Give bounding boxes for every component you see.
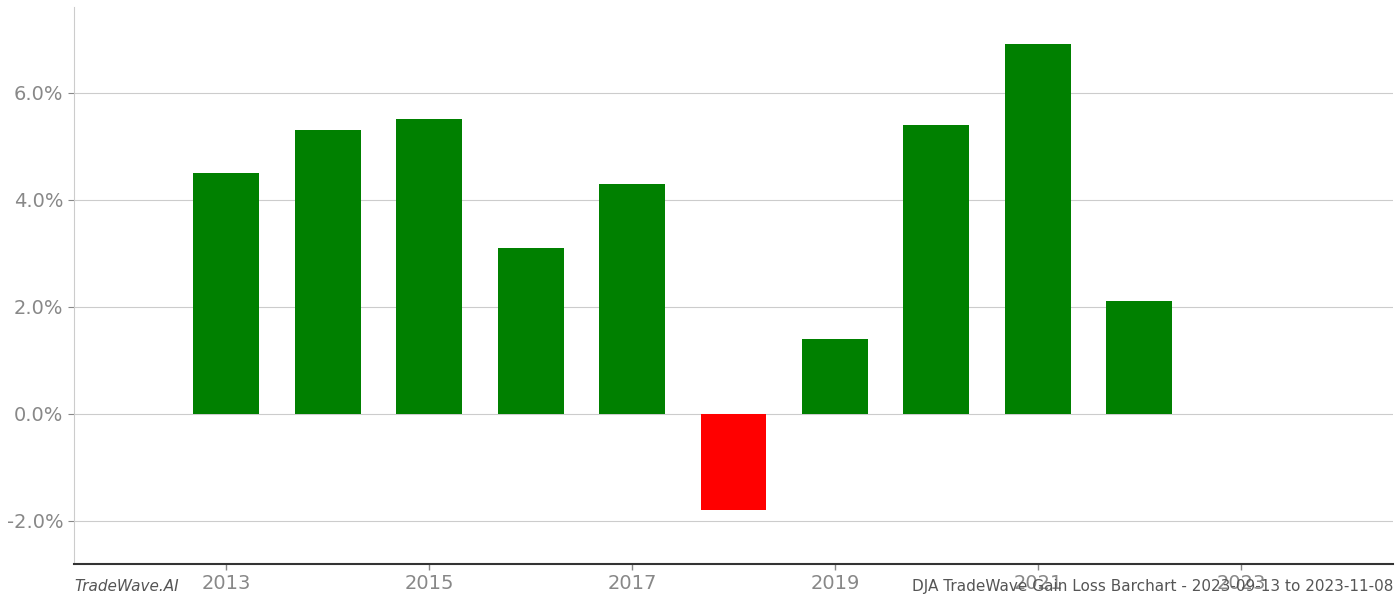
Text: DJA TradeWave Gain Loss Barchart - 2023-09-13 to 2023-11-08: DJA TradeWave Gain Loss Barchart - 2023-… [911,579,1393,594]
Bar [193,173,259,414]
Text: TradeWave.AI: TradeWave.AI [74,579,179,594]
Bar [294,130,361,414]
Bar [599,184,665,414]
Bar [1106,301,1172,414]
Bar [1005,44,1071,414]
Bar [497,248,564,414]
Bar [396,119,462,414]
Bar [903,125,969,414]
Bar [802,339,868,414]
Bar [700,414,766,510]
